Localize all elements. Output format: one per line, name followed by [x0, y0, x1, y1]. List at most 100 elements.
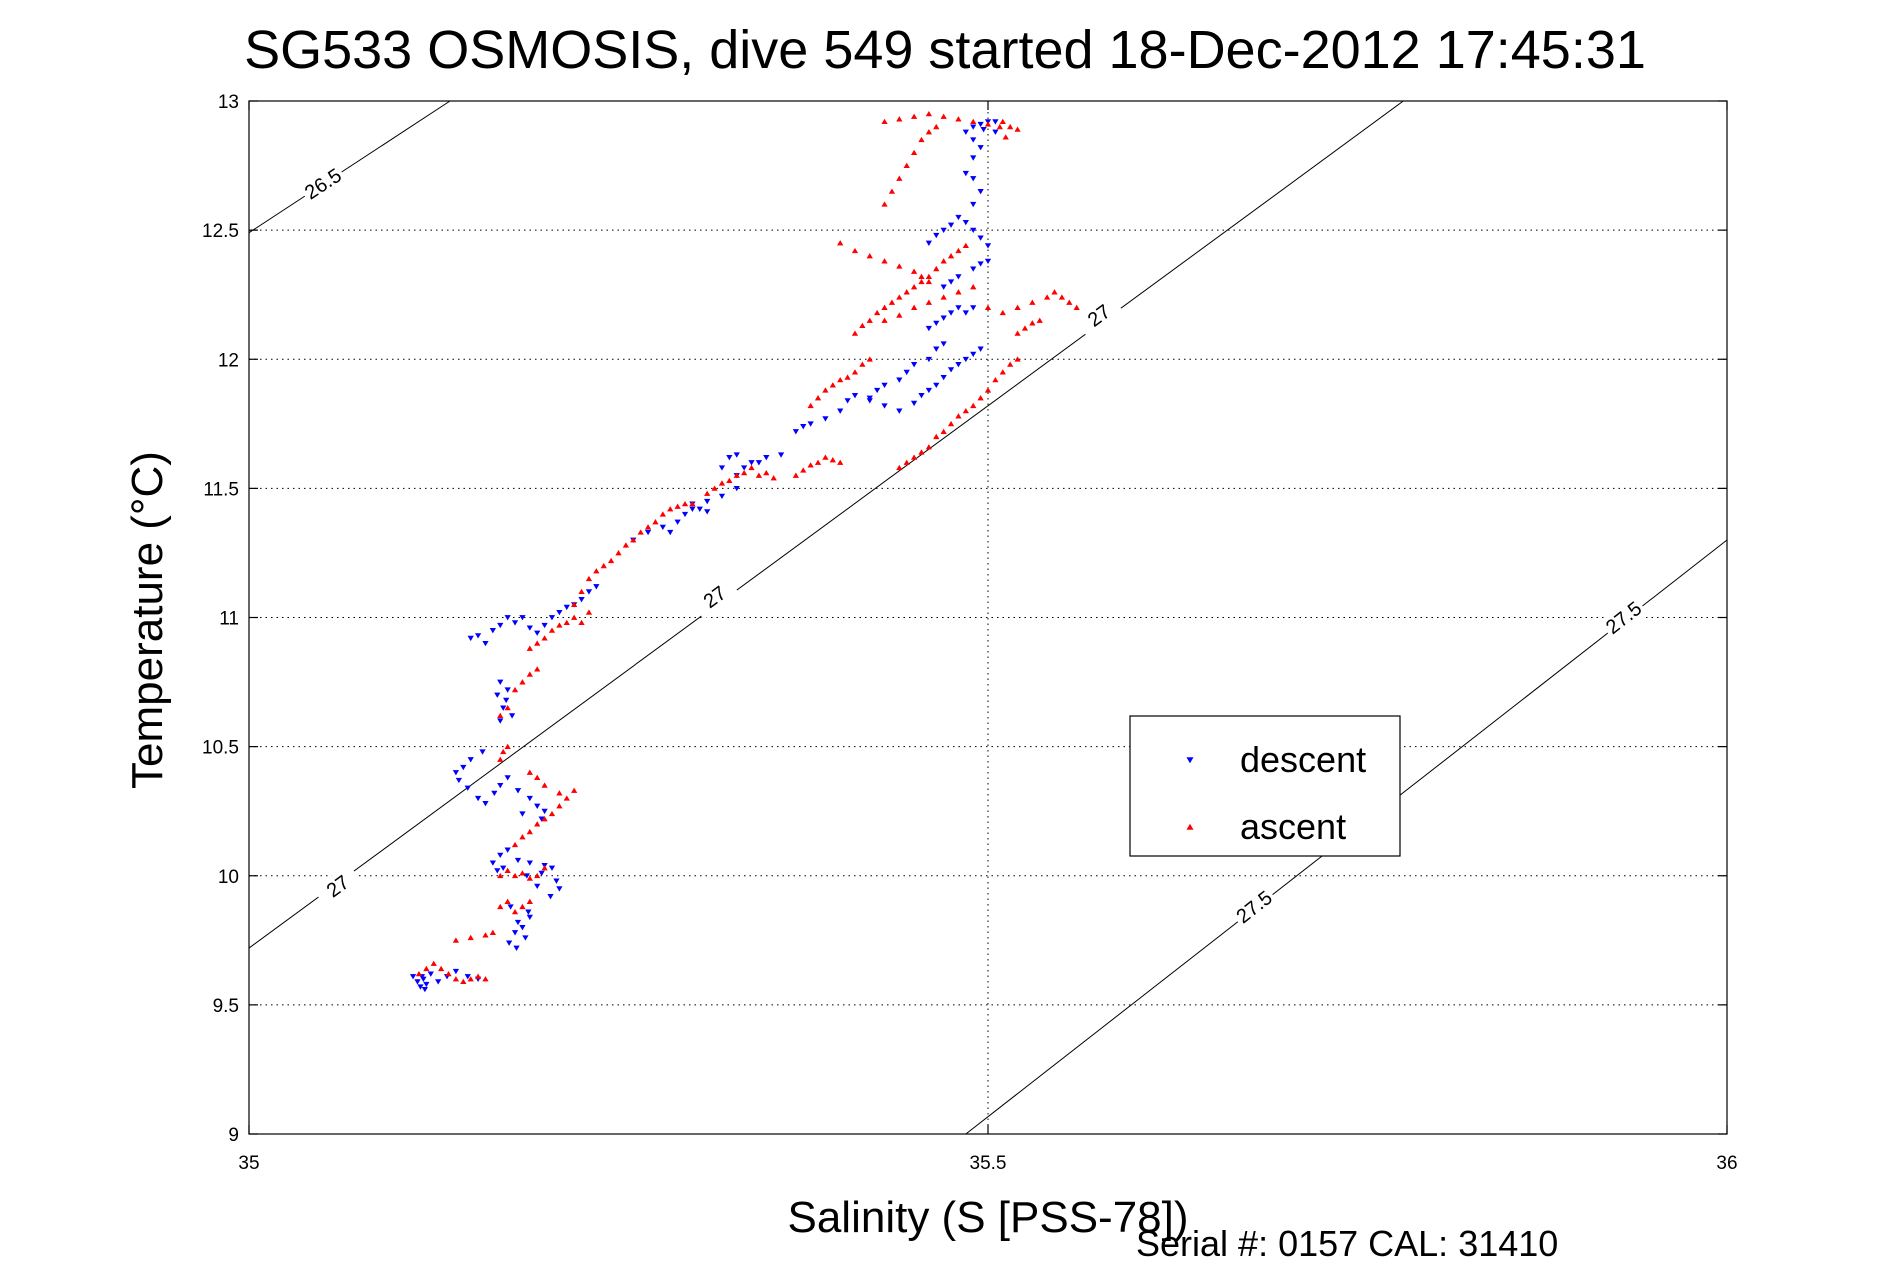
descent-point — [541, 808, 548, 815]
ascent-point — [896, 175, 903, 181]
ascent-point — [814, 459, 822, 465]
ascent-point — [925, 444, 933, 450]
ascent-point — [896, 312, 903, 318]
ascent-point — [910, 304, 918, 310]
descent-point — [522, 935, 529, 941]
descent-point — [933, 232, 940, 239]
ascent-point — [667, 506, 674, 512]
descent-point — [497, 782, 504, 789]
ascent-point — [925, 299, 933, 305]
ascent-point — [881, 118, 888, 125]
ascent-point — [1051, 289, 1058, 295]
ascent-point — [770, 475, 777, 481]
descent-point — [421, 986, 429, 993]
legend-label-ascent: ascent — [1240, 806, 1346, 847]
ascent-point — [1014, 304, 1021, 310]
descent-point — [489, 860, 496, 866]
ascent-point — [556, 790, 563, 796]
descent-point — [414, 979, 421, 985]
contour-label-bg — [312, 863, 363, 909]
descent-point — [977, 145, 984, 151]
descent-point — [526, 795, 533, 802]
axis-ticks: 9 9.5 10 10.5 11 11.5 12 12.5 13 35 35.5 36 — [202, 92, 1738, 1174]
ascent-point — [578, 619, 585, 626]
ascent-point — [711, 485, 718, 491]
ascent-point — [511, 686, 519, 693]
ascent-point — [829, 457, 836, 463]
descent-point — [681, 511, 689, 518]
descent-point — [578, 597, 585, 603]
ascent-point — [607, 557, 615, 564]
ascent-point — [837, 240, 844, 246]
ascent-point — [571, 614, 578, 620]
ascent-point — [637, 529, 644, 535]
ascent-point — [1002, 134, 1009, 140]
descent-point — [962, 310, 969, 316]
ascent-point — [874, 309, 881, 316]
descent-point — [494, 868, 501, 874]
ascent-point — [482, 932, 489, 938]
descent-point — [741, 465, 748, 471]
descent-point — [955, 274, 962, 280]
descent-point — [881, 382, 888, 389]
ascent-point — [859, 361, 866, 367]
x-tick-label: 35.5 — [970, 1153, 1007, 1174]
ascent-point — [933, 265, 940, 272]
ascent-point — [837, 459, 844, 465]
ascent-point — [445, 970, 452, 977]
ascent-point — [896, 263, 903, 269]
ascent-point — [519, 903, 526, 910]
ascent-point — [578, 588, 585, 595]
ascent-point — [526, 828, 533, 835]
descent-point — [511, 620, 519, 626]
descent-point — [547, 894, 554, 900]
ascent-point — [534, 640, 541, 646]
footer-serial-cal: Serial #: 0157 CAL: 31410 — [1136, 1223, 1558, 1262]
ascent-point — [1014, 330, 1021, 336]
descent-point — [763, 455, 770, 461]
ascent-point — [999, 118, 1006, 125]
ascent-point — [511, 841, 519, 848]
descent-point — [933, 320, 940, 327]
ascent-point — [918, 136, 925, 143]
descent-point — [918, 393, 925, 399]
ascent-point — [622, 542, 630, 548]
ascent-point — [415, 970, 423, 977]
ascent-point — [903, 289, 910, 295]
x-tick-label: 36 — [1716, 1153, 1737, 1174]
descent-point — [556, 886, 563, 892]
descent-point — [980, 127, 987, 133]
descent-point — [556, 609, 563, 616]
ascent-point — [925, 273, 933, 279]
ascent-point — [467, 976, 474, 982]
descent-point — [896, 377, 903, 383]
ascent-point — [881, 304, 888, 310]
ascent-point — [903, 459, 910, 465]
y-axis-label: Temperature (°C) — [123, 451, 172, 789]
ascent-point — [996, 123, 1003, 130]
ascent-point — [807, 402, 814, 409]
ascent-point — [563, 795, 570, 801]
ascent-point — [844, 374, 851, 380]
descent-point — [933, 346, 940, 352]
contour-label-bg — [1598, 594, 1649, 641]
ascent-point — [910, 284, 918, 290]
ascent-point — [792, 472, 799, 478]
ascent-point — [452, 976, 460, 982]
ascent-point — [674, 503, 681, 509]
ascent-point — [837, 376, 844, 383]
descent-point — [977, 346, 984, 352]
descent-point — [962, 356, 969, 363]
ascent-point — [925, 278, 933, 285]
descent-point — [526, 625, 533, 631]
descent-point — [992, 129, 999, 135]
descent-point — [497, 622, 504, 629]
ascent-point — [1007, 361, 1014, 367]
legend: descent ascent — [1129, 715, 1401, 857]
descent-point — [506, 940, 513, 946]
descent-point — [452, 968, 460, 975]
ascent-point — [526, 898, 533, 904]
ascent-point — [526, 875, 533, 881]
descent-point — [503, 697, 510, 704]
ascent-point — [984, 304, 992, 310]
